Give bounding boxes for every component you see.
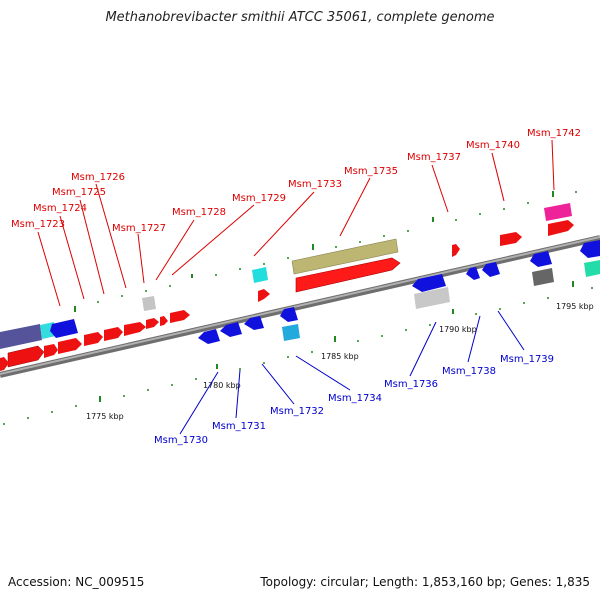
- gene-forward: [7, 345, 45, 368]
- forward-gene-labels: Msm_1723 Msm_1724 Msm_1725 Msm_1726 Msm_…: [11, 128, 581, 234]
- gene-label: Msm_1725: [52, 187, 106, 198]
- gene-forward: [160, 316, 168, 326]
- reverse-label-leaders: [179, 310, 525, 435]
- gene-feature-mint: [584, 260, 600, 277]
- gene-reverse: [530, 251, 552, 267]
- genome-backbone: [0, 235, 600, 378]
- gene-label: Msm_1733: [288, 179, 342, 190]
- gene-label: Msm_1736: [384, 379, 438, 390]
- gene-reverse: [482, 262, 500, 277]
- reverse-gene-labels: Msm_1730 Msm_1731 Msm_1732 Msm_1734 Msm_…: [154, 354, 554, 446]
- gene-label: Msm_1732: [270, 406, 324, 417]
- gene-forward: [124, 322, 146, 336]
- gene-reverse: [244, 316, 264, 330]
- gene-label: Msm_1728: [172, 207, 226, 218]
- gene-feature-rrna: [291, 238, 399, 275]
- map-title: Methanobrevibacter smithii ATCC 35061, c…: [105, 10, 495, 25]
- gene-feature-grey: [142, 296, 156, 311]
- gene-reverse: [466, 267, 480, 280]
- gene-forward: [58, 338, 82, 354]
- tick-marks-upper: [74, 191, 577, 312]
- gene-label: Msm_1740: [466, 140, 520, 151]
- scale-label: 1775 kbp: [86, 412, 124, 421]
- gene-label: Msm_1727: [112, 223, 166, 234]
- gene-label: Msm_1726: [71, 172, 125, 183]
- tick-marks-lower: [3, 281, 593, 425]
- gene-forward: [500, 232, 522, 246]
- gene-label: Msm_1742: [527, 128, 581, 139]
- gene-forward: [295, 257, 401, 293]
- scale-labels: 1775 kbp 1780 kbp 1785 kbp 1790 kbp 1795…: [86, 302, 594, 421]
- gene-forward: [258, 289, 270, 302]
- gene-forward: [0, 357, 9, 371]
- gene-label: Msm_1730: [154, 435, 208, 446]
- gene-feature-trna: [252, 267, 268, 283]
- forward-strand-genes: [0, 203, 574, 371]
- scale-label: 1795 kbp: [556, 302, 594, 311]
- accession-text: Accession: NC_009515: [8, 575, 145, 589]
- forward-label-leaders: [37, 139, 555, 307]
- gene-label: Msm_1737: [407, 152, 461, 163]
- gene-label: Msm_1734: [328, 393, 382, 404]
- gene-label: Msm_1723: [11, 219, 65, 230]
- gene-feature-purple: [0, 324, 42, 349]
- gene-reverse: [580, 240, 600, 258]
- scale-label: 1790 kbp: [439, 325, 477, 334]
- gene-label: Msm_1731: [212, 421, 266, 432]
- gene-reverse: [50, 319, 78, 338]
- gene-forward: [84, 332, 103, 346]
- reverse-strand-genes: [0, 240, 600, 349]
- scale-label: 1780 kbp: [203, 381, 241, 390]
- gene-forward: [170, 310, 190, 323]
- topology-text: Topology: circular; Length: 1,853,160 bp…: [260, 575, 590, 589]
- gene-forward: [146, 318, 159, 329]
- gene-label: Msm_1729: [232, 193, 286, 204]
- gene-forward: [548, 220, 574, 236]
- gene-reverse: [280, 307, 298, 322]
- gene-forward: [104, 327, 123, 341]
- gene-label: Msm_1724: [33, 203, 87, 214]
- gene-feature-teal: [282, 324, 300, 341]
- gene-reverse: [412, 274, 446, 292]
- gene-feature-darkgrey: [532, 268, 554, 286]
- gene-forward: [44, 344, 58, 358]
- gene-label: Msm_1738: [442, 366, 496, 377]
- gene-label: Msm_1735: [344, 166, 398, 177]
- gene-feature-pink: [544, 203, 572, 221]
- gene-forward: [452, 244, 460, 257]
- gene-reverse: [220, 322, 242, 337]
- gene-reverse: [198, 329, 220, 344]
- gene-feature-grey: [414, 287, 450, 309]
- gene-label: Msm_1739: [500, 354, 554, 365]
- scale-label: 1785 kbp: [321, 352, 359, 361]
